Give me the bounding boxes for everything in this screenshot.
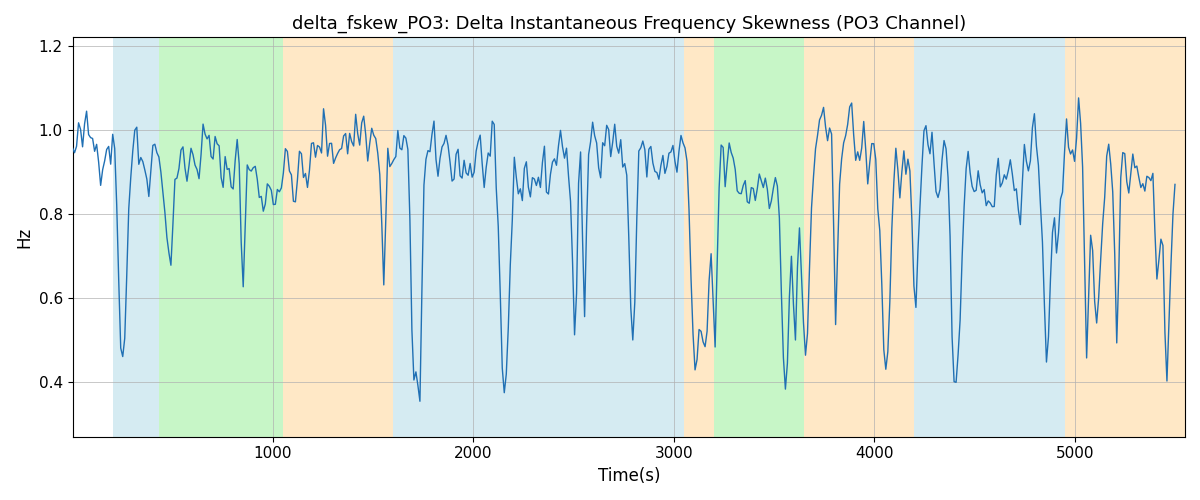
Bar xyxy=(394,38,684,436)
Y-axis label: Hz: Hz xyxy=(14,226,32,248)
Bar xyxy=(113,38,158,436)
Bar xyxy=(804,38,914,436)
X-axis label: Time(s): Time(s) xyxy=(598,467,660,485)
Bar xyxy=(684,38,714,436)
Bar xyxy=(283,38,394,436)
Bar xyxy=(158,38,283,436)
Title: delta_fskew_PO3: Delta Instantaneous Frequency Skewness (PO3 Channel): delta_fskew_PO3: Delta Instantaneous Fre… xyxy=(292,15,966,34)
Bar xyxy=(914,38,1064,436)
Bar xyxy=(714,38,804,436)
Bar xyxy=(1064,38,1186,436)
